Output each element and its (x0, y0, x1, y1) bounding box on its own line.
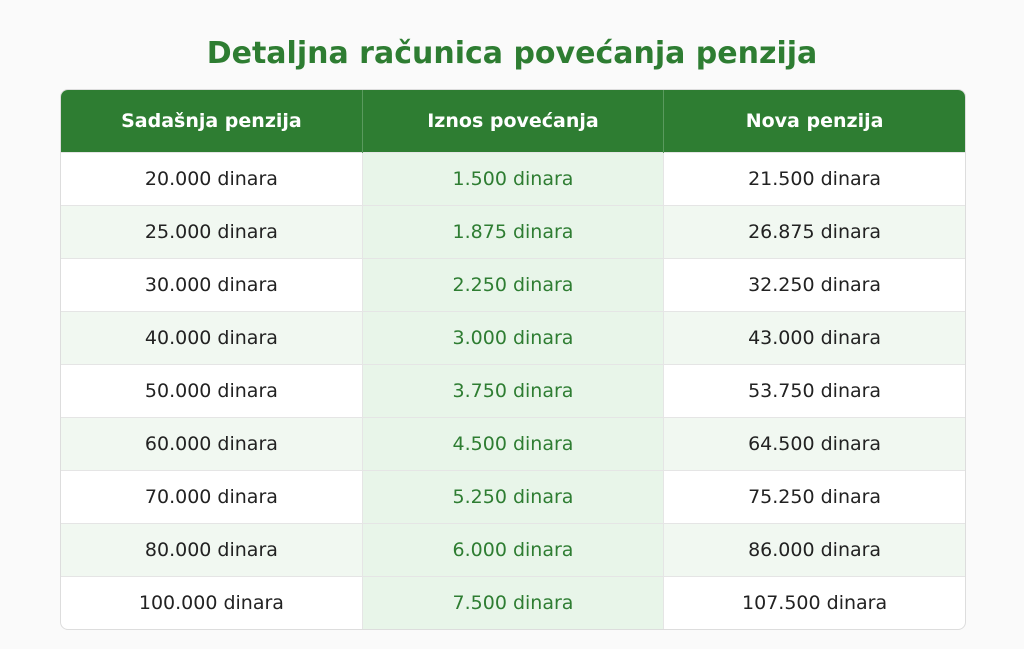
title: Detaljna računica povećanja penzija (206, 36, 818, 71)
table-row: 20.000 dinara 1.500 dinara 21.500 dinara (61, 152, 965, 206)
table-cell: 80.000 dinara (61, 523, 363, 577)
table-cell: 3.000 dinara (362, 311, 665, 365)
table-container: Sadašnja penzija Iznos povećanja Nova penz… (60, 89, 966, 630)
table-row: 60.000 dinara 4.500 dinara 64.500 dinara (61, 417, 965, 471)
header-cell: Nova penzija (663, 90, 965, 153)
table-cell: 107.500 dinara (663, 576, 965, 629)
table-cell: 86.000 dinara (663, 523, 965, 577)
table-cell: 2.250 dinara (362, 258, 665, 312)
table-cell: 20.000 dinara (61, 152, 363, 206)
table-cell: 60.000 dinara (61, 417, 363, 471)
table-cell: 75.250 dinara (663, 470, 965, 524)
table-cell: 7.500 dinara (362, 576, 665, 629)
header-cell: Sadašnja penzija (61, 90, 363, 153)
table-cell: 26.875 dinara (663, 205, 965, 259)
table-cell: 43.000 dinara (663, 311, 965, 365)
table-cell: 32.250 dinara (663, 258, 965, 312)
header-row: Sadašnja penzija Iznos povećanja Nova penz… (61, 90, 965, 153)
table-cell: 40.000 dinara (61, 311, 363, 365)
table-cell: 6.000 dinara (362, 523, 665, 577)
table: Sadašnja penzija Iznos povećanja Nova penz… (61, 90, 965, 629)
table-cell: 5.250 dinara (362, 470, 665, 524)
table-cell: 53.750 dinara (663, 364, 965, 418)
table-cell: 100.000 dinara (61, 576, 363, 629)
table-body: 20.000 dinara 1.500 dinara 21.500 dinara 25… (61, 152, 965, 629)
table-row: 70.000 dinara 5.250 dinara 75.250 dinara (61, 470, 965, 524)
table-row: 40.000 dinara 3.000 dinara 43.000 dinara (61, 311, 965, 365)
table-cell: 64.500 dinara (663, 417, 965, 471)
table-cell: 70.000 dinara (61, 470, 363, 524)
table-row: 30.000 dinara 2.250 dinara 32.250 dinara (61, 258, 965, 312)
table-cell: 50.000 dinara (61, 364, 363, 418)
table-cell: 3.750 dinara (362, 364, 665, 418)
table-row: 100.000 dinara 7.500 dinara 107.500 dinara (61, 576, 965, 629)
table-row: 25.000 dinara 1.875 dinara 26.875 dinara (61, 205, 965, 259)
table-cell: 1.875 dinara (362, 205, 665, 259)
table-cell: 25.000 dinara (61, 205, 363, 259)
table-row: 80.000 dinara 6.000 dinara 86.000 dinara (61, 523, 965, 577)
table-cell: 30.000 dinara (61, 258, 363, 312)
table-row: 50.000 dinara 3.750 dinara 53.750 dinara (61, 364, 965, 418)
header-cell: Iznos povećanja (362, 90, 665, 153)
table-cell: 21.500 dinara (663, 152, 965, 206)
table-cell: 1.500 dinara (362, 152, 665, 206)
table-cell: 4.500 dinara (362, 417, 665, 471)
